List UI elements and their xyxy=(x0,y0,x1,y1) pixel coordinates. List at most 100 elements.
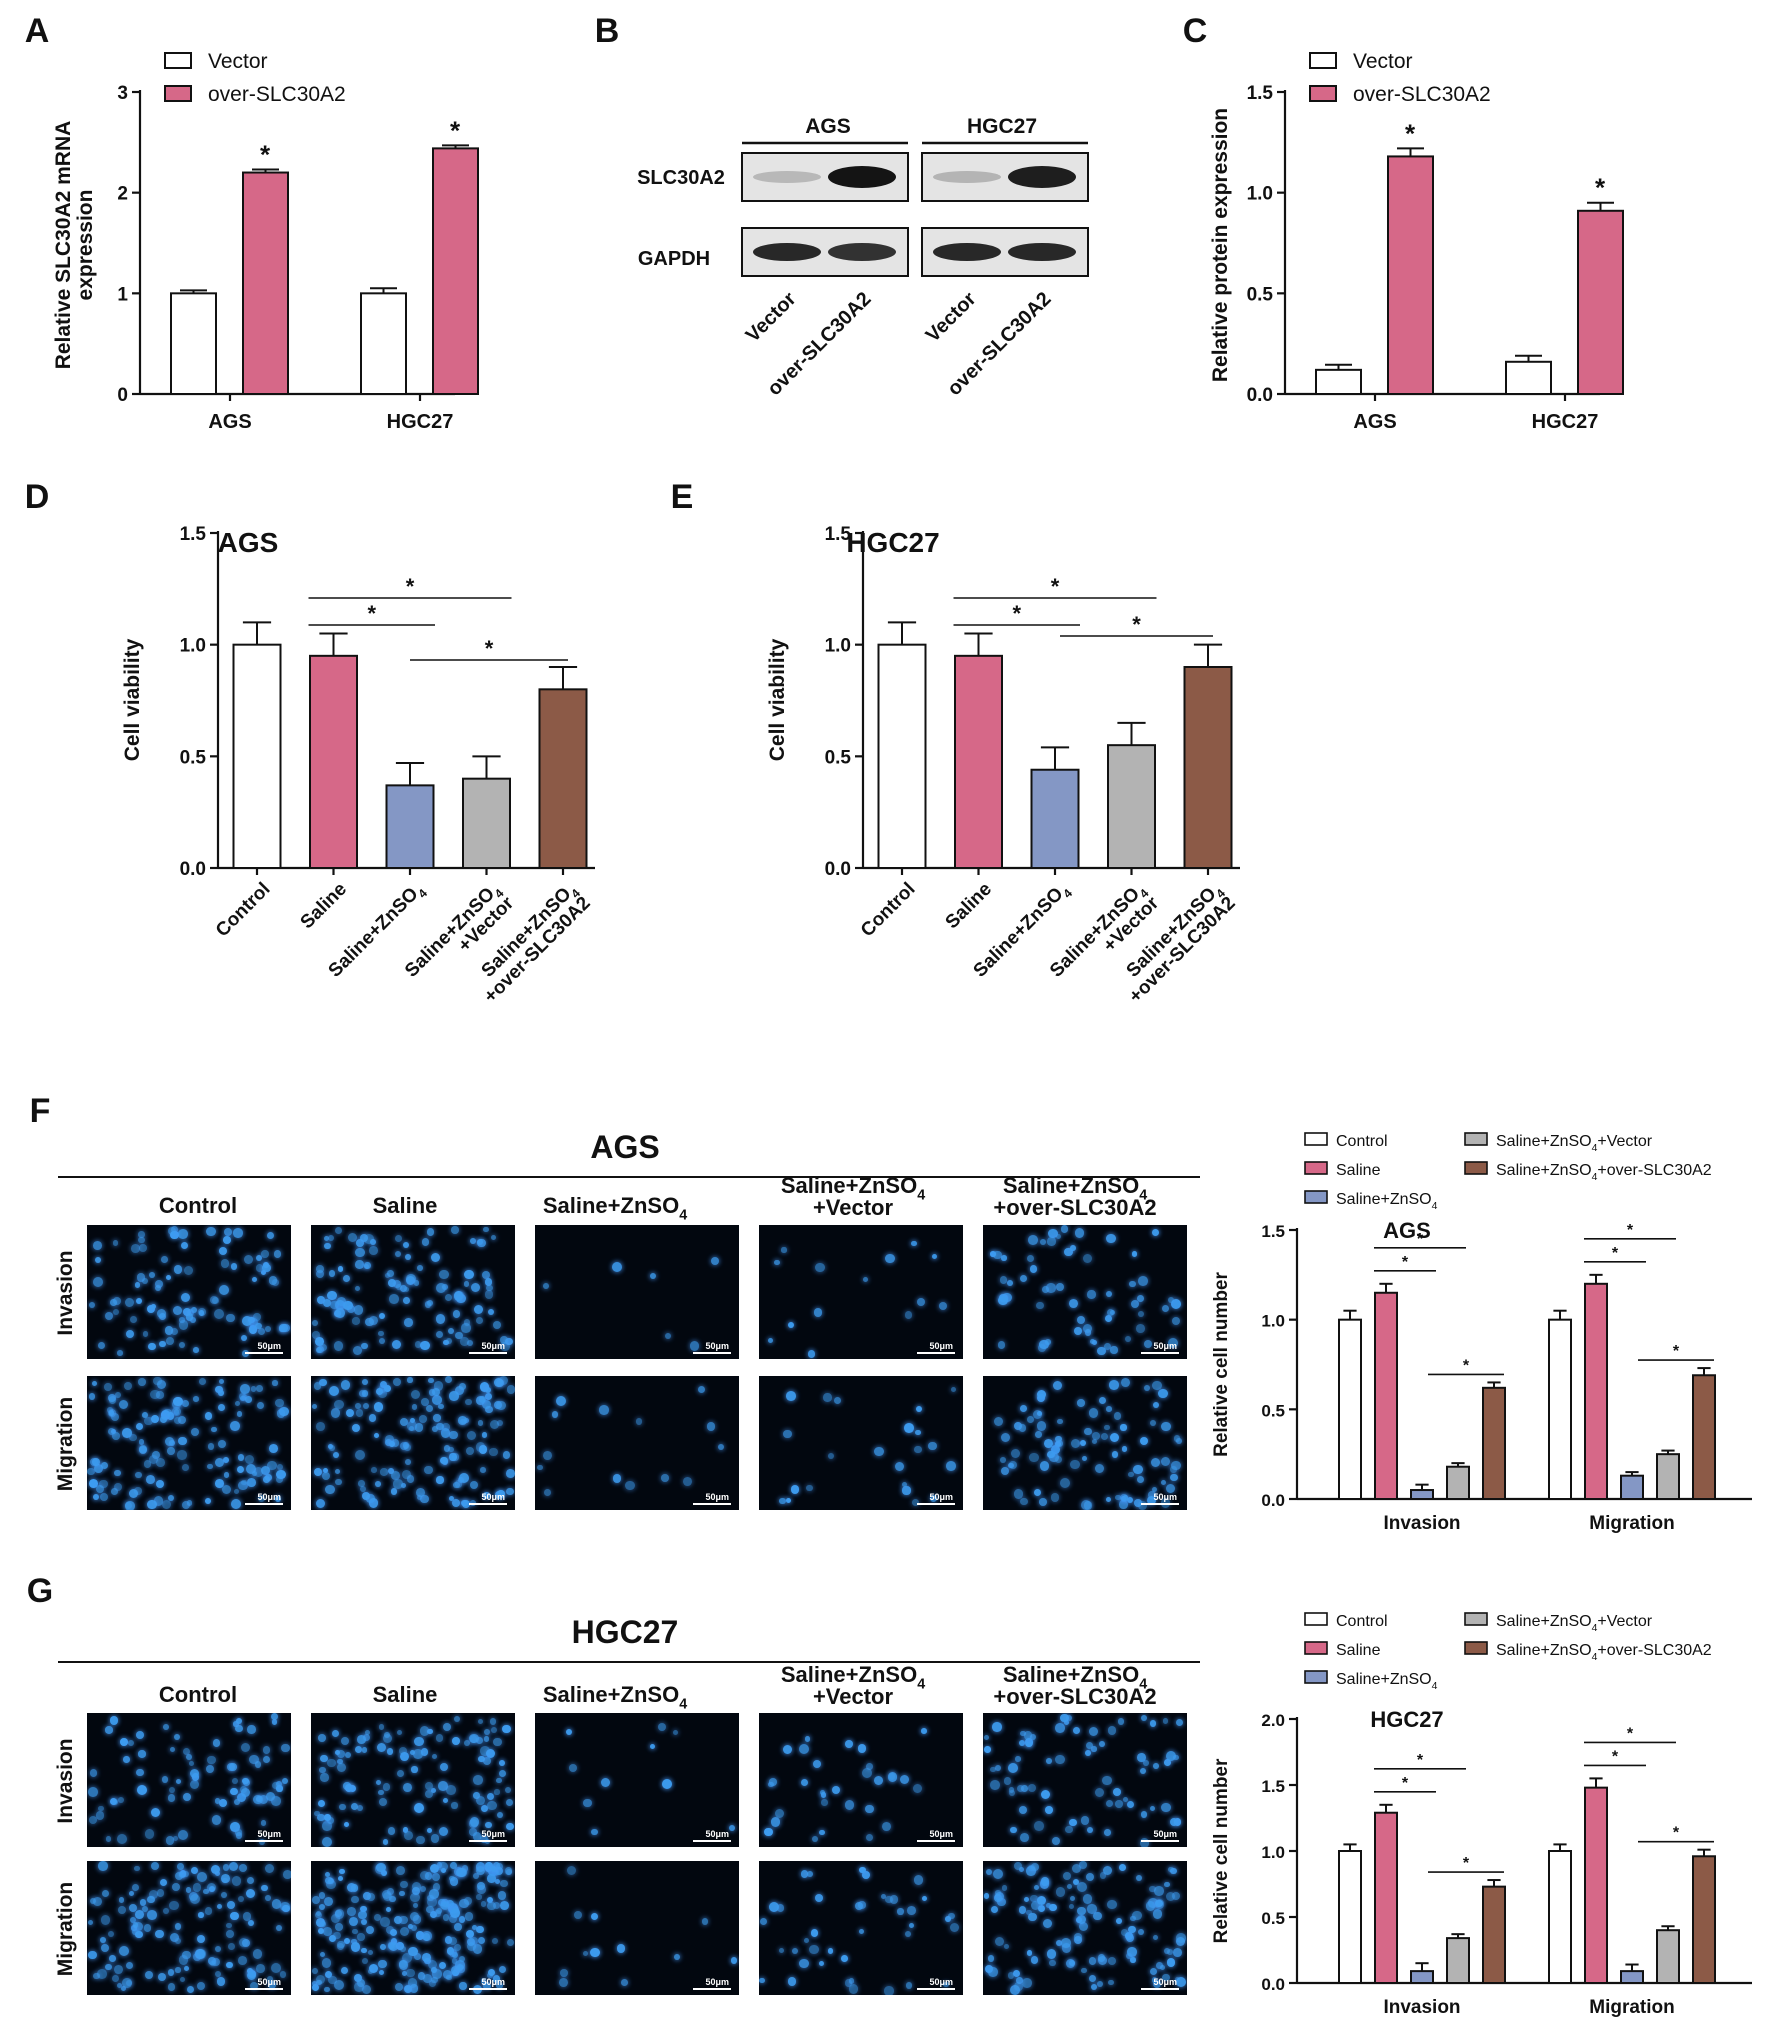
column-header: +over-SLC30A2 xyxy=(993,1684,1156,1709)
nucleus xyxy=(436,1907,443,1914)
nucleus xyxy=(1139,1437,1148,1446)
bar-0 xyxy=(1548,1850,1572,1984)
nucleus xyxy=(1088,1957,1097,1965)
nucleus xyxy=(459,1382,467,1390)
nucleus xyxy=(312,1330,320,1339)
nucleus xyxy=(987,1955,995,1962)
bar-vector xyxy=(170,292,217,396)
nucleus xyxy=(1106,1291,1112,1297)
nucleus xyxy=(158,1973,167,1982)
nucleus xyxy=(1113,1788,1122,1796)
nucleus xyxy=(399,1418,408,1427)
nucleus xyxy=(485,1748,496,1759)
nucleus xyxy=(337,1758,343,1765)
nucleus xyxy=(429,1864,439,1874)
nucleus xyxy=(419,1870,429,1880)
nucleus xyxy=(165,1336,174,1345)
nucleus xyxy=(227,1901,236,1910)
nucleus xyxy=(189,1894,200,1905)
nucleus xyxy=(238,1956,248,1966)
nucleus xyxy=(477,1755,485,1763)
nucleus xyxy=(212,1738,221,1747)
column-header: Control xyxy=(159,1682,237,1707)
nucleus xyxy=(246,1478,256,1487)
nucleus xyxy=(230,1787,238,1796)
nucleus xyxy=(88,1301,96,1309)
nucleus xyxy=(378,1797,388,1807)
nucleus xyxy=(464,1896,473,1905)
nucleus xyxy=(269,1276,278,1285)
significance-star: * xyxy=(367,601,376,626)
nucleus xyxy=(421,1238,430,1246)
nucleus xyxy=(418,1414,427,1423)
nucleus xyxy=(112,1799,119,1806)
nucleus xyxy=(463,1281,470,1287)
nucleus xyxy=(497,1812,504,1819)
nucleus xyxy=(160,1255,168,1263)
nucleus xyxy=(814,1894,823,1903)
nucleus xyxy=(97,1341,105,1349)
nucleus xyxy=(506,1939,514,1947)
nucleus xyxy=(492,1975,501,1983)
nucleus xyxy=(1029,1452,1040,1463)
nucleus xyxy=(1044,1806,1053,1815)
nucleus xyxy=(1151,1486,1157,1493)
nucleus xyxy=(371,1467,377,1473)
nucleus xyxy=(1082,1253,1093,1264)
nucleus xyxy=(175,1967,181,1973)
nucleus xyxy=(481,1901,487,1907)
nucleus xyxy=(1094,1788,1104,1798)
nucleus xyxy=(492,1862,501,1870)
nucleus xyxy=(129,1433,137,1441)
nucleus xyxy=(1000,1432,1011,1443)
nucleus xyxy=(343,1300,353,1310)
nucleus xyxy=(93,1897,102,1907)
nucleus xyxy=(1064,1247,1073,1257)
nucleus xyxy=(216,1904,222,1910)
nucleus xyxy=(446,1974,452,1980)
y-tick-label: 0.5 xyxy=(1261,1909,1285,1928)
nucleus xyxy=(1046,1283,1056,1293)
nucleus xyxy=(340,1380,351,1390)
nucleus xyxy=(661,1778,672,1789)
nucleus xyxy=(382,1891,392,1901)
nucleus xyxy=(1097,1346,1106,1355)
nucleus xyxy=(422,1974,432,1984)
nucleus xyxy=(220,1259,230,1268)
nucleus xyxy=(1101,1432,1109,1440)
nucleus xyxy=(413,1280,420,1286)
nucleus xyxy=(1083,1501,1093,1510)
nucleus xyxy=(1016,1977,1023,1984)
nucleus xyxy=(773,1259,780,1266)
nucleus xyxy=(217,1439,227,1449)
nucleus xyxy=(181,1399,189,1407)
nucleus xyxy=(985,1868,992,1875)
nucleus xyxy=(1073,1879,1080,1886)
nucleus xyxy=(1104,1343,1111,1351)
nucleus xyxy=(994,1893,1002,1902)
nucleus xyxy=(320,1773,329,1782)
nucleus xyxy=(473,1872,480,1879)
nucleus xyxy=(323,1926,332,1936)
nucleus xyxy=(558,1978,568,1988)
nucleus xyxy=(1018,1423,1027,1432)
nucleus xyxy=(327,1758,336,1768)
nucleus xyxy=(165,1836,175,1846)
nucleus xyxy=(196,1981,205,1991)
nucleus xyxy=(1027,1783,1037,1793)
nucleus xyxy=(500,1901,509,1910)
nucleus xyxy=(314,1810,320,1816)
nucleus xyxy=(1085,1749,1091,1756)
nucleus xyxy=(414,1736,424,1746)
nucleus xyxy=(506,1487,514,1495)
nucleus xyxy=(260,1819,267,1826)
scale-bar-label: 50μm xyxy=(257,1341,281,1351)
nucleus xyxy=(330,1407,341,1418)
nucleus xyxy=(1018,1866,1025,1873)
nucleus xyxy=(346,1408,355,1417)
nucleus xyxy=(440,1456,448,1464)
nucleus xyxy=(782,1744,793,1755)
nucleus xyxy=(431,1753,437,1759)
nucleus xyxy=(451,1952,458,1958)
nucleus xyxy=(361,1919,368,1926)
